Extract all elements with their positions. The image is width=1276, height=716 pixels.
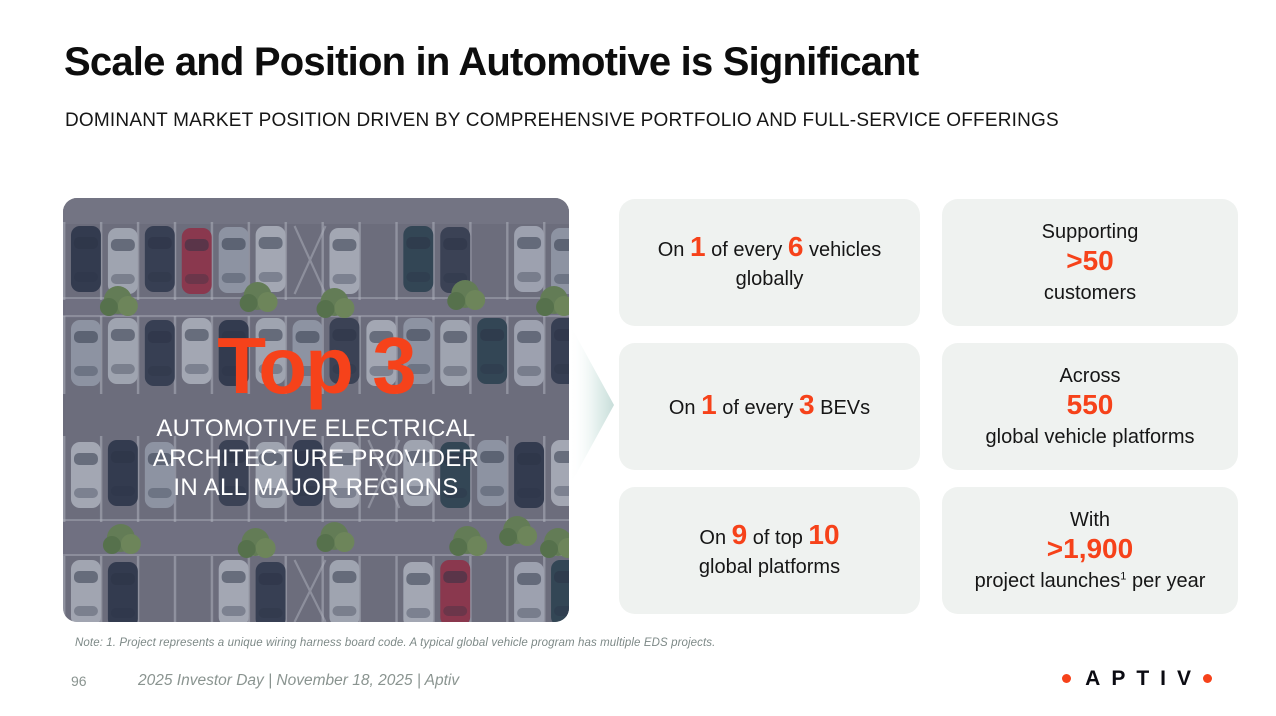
hero-subheadline: AUTOMOTIVE ELECTRICAL ARCHITECTURE PROVI… <box>153 414 479 503</box>
logo-dot-right-icon <box>1203 674 1212 683</box>
stats-grid: On 1 of every 6 vehicles globally Supporti… <box>619 199 1238 614</box>
stat-card-line: customers <box>1043 281 1137 304</box>
stat-card-line: With <box>1070 508 1110 531</box>
stat-card-project-launches: With >1,900 project launches1 per year <box>942 487 1238 614</box>
page-subtitle: DOMINANT MARKET POSITION DRIVEN BY COMPR… <box>65 110 1059 131</box>
stat-card-top-global-platforms: On 9 of top 10 global platforms <box>619 487 920 614</box>
logo-wordmark: APTIV <box>1085 667 1202 690</box>
stat-card-line: Across <box>1059 364 1121 387</box>
hero-subline-2: ARCHITECTURE PROVIDER <box>152 444 480 472</box>
stat-card-line: globally <box>735 267 804 290</box>
stat-card-line: global vehicle platforms <box>985 425 1195 448</box>
stat-card-line: 550 <box>1066 389 1114 421</box>
logo-dot-left-icon <box>1062 674 1072 683</box>
stat-card-line: On 9 of top 10 <box>699 519 840 551</box>
stat-card-line: project launches1 per year <box>974 569 1206 592</box>
aptiv-logo: APTIV <box>1062 668 1212 689</box>
aerial-parking-lot-illustration <box>63 198 569 622</box>
stat-card-line: Supporting <box>1041 220 1139 243</box>
stat-card-line: >1,900 <box>1046 533 1134 565</box>
stat-card-customers: Supporting >50 customers <box>942 199 1238 326</box>
page-number: 96 <box>71 673 87 689</box>
stat-card-bevs: On 1 of every 3 BEVs <box>619 343 920 470</box>
footnote: Note: 1. Project represents a unique wir… <box>75 637 716 649</box>
hero-text-block: Top 3 AUTOMOTIVE ELECTRICAL ARCHITECTURE… <box>63 198 569 622</box>
stat-card-vehicle-platforms: Across 550 global vehicle platforms <box>942 343 1238 470</box>
hero-subline-1: AUTOMOTIVE ELECTRICAL <box>156 415 476 442</box>
stat-card-line: >50 <box>1066 245 1114 277</box>
parking-lot-image: Top 3 AUTOMOTIVE ELECTRICAL ARCHITECTURE… <box>63 198 569 622</box>
stat-card-line: global platforms <box>698 555 841 578</box>
footer-event-line: 2025 Investor Day | November 18, 2025 | … <box>138 672 460 689</box>
hero-subline-3: IN ALL MAJOR REGIONS <box>173 474 459 501</box>
stat-card-vehicles-globally: On 1 of every 6 vehicles globally <box>619 199 920 326</box>
page-title: Scale and Position in Automotive is Sign… <box>64 40 919 84</box>
hero-headline: Top 3 <box>217 321 416 410</box>
arrow-right-chevron-icon <box>569 323 614 487</box>
stat-card-line: On 1 of every 3 BEVs <box>668 389 871 421</box>
stat-card-line: On 1 of every 6 vehicles <box>657 231 882 263</box>
